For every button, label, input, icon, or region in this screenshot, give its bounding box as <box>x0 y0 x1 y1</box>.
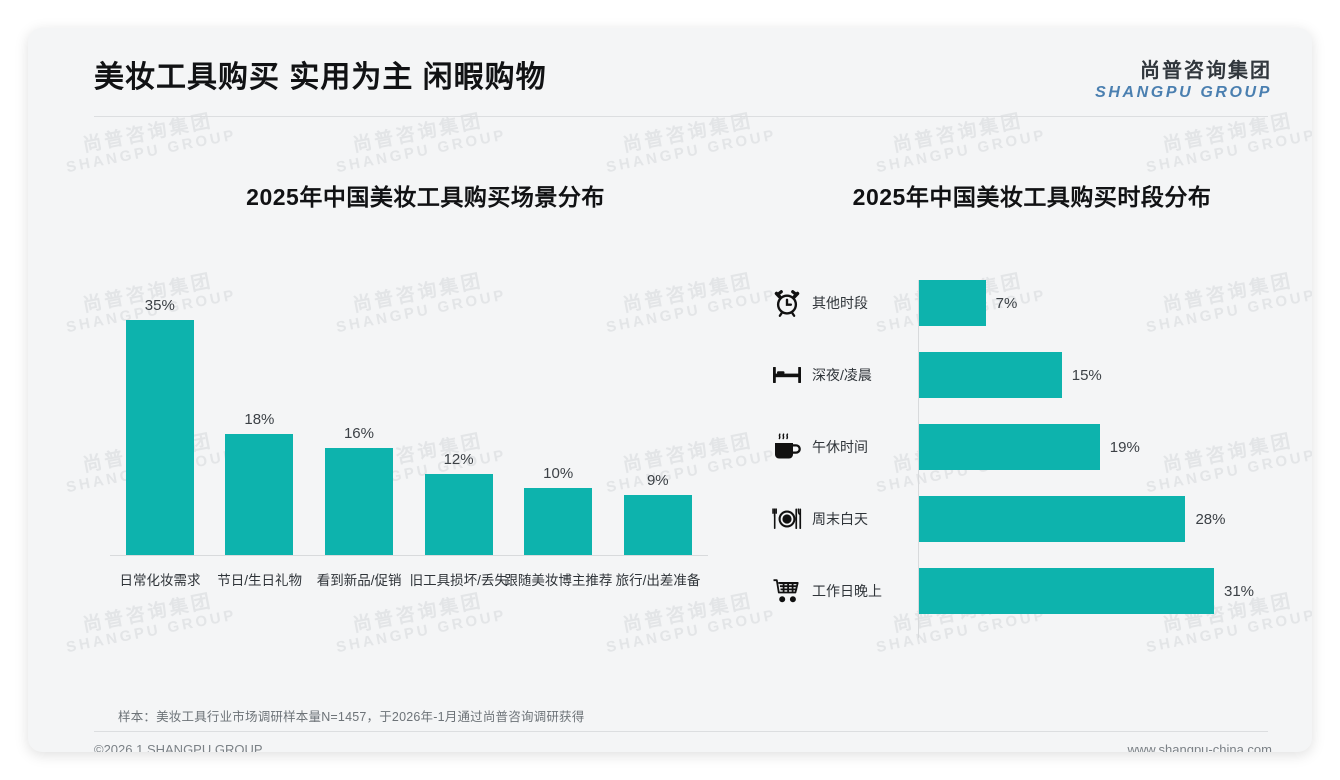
horizontal-bar-row: 其他时段 7% <box>758 278 1278 328</box>
brand-logo-en: SHANGPU GROUP <box>1095 84 1272 101</box>
shopping-cart-icon <box>770 574 804 608</box>
bar-value-label: 10% <box>543 464 574 482</box>
category-label: 旧工具损坏/丢失 <box>409 573 508 588</box>
horizontal-bar-row: 深夜/凌晨 15% <box>758 350 1278 400</box>
bar <box>125 320 194 555</box>
vertical-bar-plot: 35% 日常化妆需求 18% 节日/生日礼物 16% 看到新品/促销 12% 旧工具损坏/丢失… <box>110 295 708 588</box>
left-chart-title: 2025年中国美妆工具购买场景分布 <box>246 184 605 210</box>
scene-distribution-chart: 2025年中国美妆工具购买场景分布 35% 日常化妆需求 18% 节日/生日礼物 16%… <box>88 178 708 648</box>
bar <box>919 424 1100 470</box>
vertical-bar-group: 10% 跟随美妆博主推荐 <box>504 295 612 588</box>
time-slot-distribution-chart: 2025年中国美妆工具购买时段分布 其他时段 7% 深夜/凌晨 15% 午休时间 19% 周… <box>748 178 1278 648</box>
bar-value-label: 16% <box>343 424 374 442</box>
horizontal-bar-row: 工作日晚上 31% <box>758 566 1278 616</box>
bar <box>919 280 986 326</box>
bar <box>424 474 493 555</box>
bar <box>919 568 1214 614</box>
bar-value-label: 12% <box>443 451 474 469</box>
vertical-bar-group: 16% 看到新品/促销 <box>309 295 409 588</box>
alarm-clock-icon <box>770 286 804 320</box>
coffee-cup-icon <box>770 430 804 464</box>
category-label: 深夜/凌晨 <box>812 367 872 383</box>
brand-logo: 尚普咨询集团 SHANGPU GROUP <box>1095 54 1272 102</box>
bar-value-label: 19% <box>1109 438 1140 456</box>
vertical-chart-baseline <box>110 555 708 556</box>
vertical-bar-group: 12% 旧工具损坏/丢失 <box>409 295 509 588</box>
category-label: 看到新品/促销 <box>316 573 402 588</box>
bar <box>919 352 1062 398</box>
website-link[interactable]: www.shangpu-china.com <box>1127 742 1272 752</box>
bar <box>524 487 593 555</box>
horizontal-bar-row: 午休时间 19% <box>758 422 1278 472</box>
bed-icon <box>770 358 804 392</box>
bar-value-label: 31% <box>1224 582 1255 600</box>
horizontal-bar-row: 周末白天 28% <box>758 494 1278 544</box>
bar <box>919 496 1186 542</box>
copyright-text: ©2026.1 SHANGPU GROUP <box>94 742 263 752</box>
right-chart-title: 2025年中国美妆工具购买时段分布 <box>852 184 1212 210</box>
infographic-slide: 尚普咨询集团 SHANGPU GROUP 尚普咨询集团 SHANGPU GROUP 尚普… <box>28 28 1312 752</box>
bar-value-label: 15% <box>1071 366 1102 384</box>
horizontal-bar-plot: 其他时段 7% 深夜/凌晨 15% 午休时间 19% 周末白天 28% 工作日晚上 31% <box>758 274 1278 644</box>
category-label: 其他时段 <box>812 295 868 311</box>
vertical-bar-group: 35% 日常化妆需求 <box>110 295 210 588</box>
category-label: 日常化妆需求 <box>119 573 201 588</box>
brand-logo-cn: 尚普咨询集团 <box>1140 60 1272 82</box>
category-label: 旅行/出差准备 <box>615 573 701 588</box>
vertical-bar-group: 18% 节日/生日礼物 <box>210 295 310 588</box>
header: 美妆工具购买 实用为主 闲暇购物 尚普咨询集团 SHANGPU GROUP <box>28 28 1312 118</box>
category-label: 工作日晚上 <box>812 583 882 599</box>
category-label: 节日/生日礼物 <box>217 573 302 588</box>
bar-value-label: 18% <box>244 411 275 429</box>
bar-value-label: 35% <box>144 297 175 314</box>
header-divider <box>94 116 1268 117</box>
bar-value-label: 7% <box>995 294 1018 312</box>
dining-plate-icon <box>770 502 804 536</box>
page-title: 美妆工具购买 实用为主 闲暇购物 <box>94 61 547 94</box>
category-label: 周末白天 <box>812 511 868 527</box>
category-label: 跟随美妆博主推荐 <box>504 573 613 588</box>
category-label: 午休时间 <box>812 439 868 455</box>
bar <box>225 434 294 555</box>
footer-divider <box>94 731 1268 732</box>
horizontal-chart-baseline <box>918 280 919 638</box>
bar <box>324 447 393 555</box>
bar-value-label: 9% <box>646 471 669 489</box>
sample-note: 样本：美妆工具行业市场调研样本量N=1457，于2026年-1月通过尚普咨询调研… <box>118 710 585 724</box>
bar <box>623 494 692 555</box>
bar-value-label: 28% <box>1195 510 1226 528</box>
vertical-bar-group: 9% 旅行/出差准备 <box>608 295 708 588</box>
